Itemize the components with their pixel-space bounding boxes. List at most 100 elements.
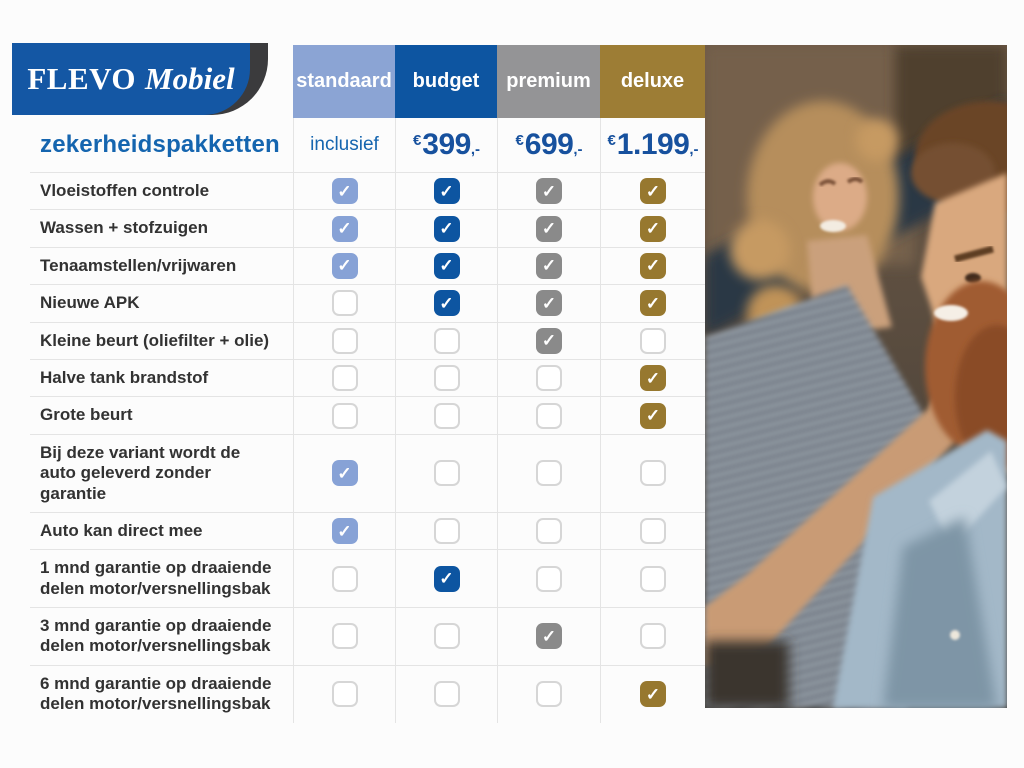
- feature-cell-standaard: ✓: [293, 246, 395, 285]
- checkbox-checked-premium-row5[interactable]: ✓: [536, 327, 562, 354]
- checkbox-checked-deluxe-row12[interactable]: ✓: [640, 681, 666, 708]
- feature-cell-premium: [497, 396, 600, 434]
- checkbox-unchecked-budget-row12[interactable]: [433, 681, 460, 708]
- package-price-deluxe: €1.199 ,-: [600, 118, 705, 172]
- checkbox-checked-deluxe-row3[interactable]: ✓: [640, 252, 666, 279]
- checkbox-unchecked-budget-row5[interactable]: [433, 327, 460, 354]
- checkbox-checked-deluxe-row2[interactable]: ✓: [640, 215, 666, 242]
- package-header-label-budget: budget: [412, 70, 480, 92]
- package-header-label-premium: premium: [506, 70, 591, 92]
- feature-cell-deluxe: [600, 321, 705, 359]
- package-header-label-standaard: standaard: [296, 70, 392, 92]
- feature-cell-premium: ✓: [497, 284, 600, 322]
- feature-cell-deluxe: ✓: [600, 664, 705, 723]
- couple-photo-illustration: [705, 45, 1007, 708]
- feature-cell-standaard: [293, 396, 395, 434]
- checkbox-checked-standaard-row8[interactable]: ✓: [331, 460, 358, 487]
- feature-label: Auto kan direct mee: [30, 511, 293, 549]
- euro-sign: €: [607, 132, 616, 149]
- feature-label: Bij deze variant wordt de auto geleverd …: [30, 433, 293, 512]
- checkbox-unchecked-premium-row10[interactable]: [536, 565, 562, 592]
- feature-cell-deluxe: ✓: [600, 209, 705, 247]
- checkbox-checked-standaard-row1[interactable]: ✓: [331, 178, 358, 205]
- checkbox-checked-deluxe-row4[interactable]: ✓: [640, 290, 666, 317]
- feature-cell-premium: [497, 664, 600, 723]
- logo-brand-text: FLEVO: [27, 61, 137, 96]
- feature-cell-budget: [395, 321, 497, 359]
- feature-cell-deluxe: [600, 607, 705, 665]
- checkbox-checked-standaard-row9[interactable]: ✓: [331, 518, 358, 545]
- feature-cell-budget: ✓: [395, 549, 497, 608]
- comparison-table: standaard budget premium deluxe zekerheidspa…: [30, 45, 705, 723]
- feature-label: Kleine beurt (oliefilter + olie): [30, 321, 293, 359]
- package-price-premium: €699 ,-: [497, 118, 600, 172]
- package-header-deluxe: deluxe: [600, 45, 705, 118]
- checkbox-unchecked-standaard-row4[interactable]: [331, 290, 358, 317]
- feature-cell-deluxe: ✓: [600, 358, 705, 397]
- price-suffix: ,-: [573, 141, 583, 158]
- checkbox-unchecked-premium-row12[interactable]: [536, 681, 562, 708]
- checkbox-unchecked-deluxe-row9[interactable]: [640, 518, 666, 545]
- checkbox-unchecked-standaard-row5[interactable]: [331, 327, 358, 354]
- checkbox-unchecked-premium-row6[interactable]: [536, 365, 562, 392]
- checkbox-checked-budget-row4[interactable]: ✓: [433, 290, 460, 317]
- feature-cell-standaard: [293, 321, 395, 359]
- feature-cell-premium: ✓: [497, 172, 600, 210]
- couple-photo: [705, 45, 1007, 708]
- feature-cell-standaard: ✓: [293, 172, 395, 210]
- checkbox-unchecked-premium-row8[interactable]: [536, 460, 562, 487]
- checkbox-unchecked-deluxe-row10[interactable]: [640, 565, 666, 592]
- checkbox-checked-standaard-row2[interactable]: ✓: [331, 215, 358, 242]
- feature-cell-budget: ✓: [395, 209, 497, 247]
- checkbox-checked-budget-row1[interactable]: ✓: [433, 178, 460, 205]
- header-spacer: [30, 45, 293, 118]
- checkbox-unchecked-deluxe-row11[interactable]: [640, 623, 666, 650]
- feature-cell-budget: [395, 664, 497, 723]
- feature-cell-deluxe: [600, 433, 705, 512]
- checkbox-unchecked-standaard-row10[interactable]: [331, 565, 358, 592]
- checkbox-checked-budget-row10[interactable]: ✓: [433, 565, 460, 592]
- checkbox-checked-premium-row2[interactable]: ✓: [536, 215, 562, 242]
- page-title: zekerheidspakketten: [40, 131, 280, 158]
- price-value-budget: €399 ,-: [413, 128, 480, 162]
- checkbox-unchecked-budget-row9[interactable]: [433, 518, 460, 545]
- checkbox-checked-standaard-row3[interactable]: ✓: [331, 252, 358, 279]
- checkbox-checked-premium-row4[interactable]: ✓: [536, 290, 562, 317]
- feature-cell-standaard: [293, 664, 395, 723]
- logo-brand-suffix-text: Mobiel: [145, 61, 235, 96]
- checkbox-checked-premium-row1[interactable]: ✓: [536, 178, 562, 205]
- checkbox-checked-deluxe-row6[interactable]: ✓: [640, 365, 666, 392]
- checkbox-unchecked-budget-row11[interactable]: [433, 623, 460, 650]
- feature-cell-premium: [497, 433, 600, 512]
- feature-cell-standaard: ✓: [293, 433, 395, 512]
- checkbox-checked-premium-row3[interactable]: ✓: [536, 252, 562, 279]
- price-amount: 1.199: [616, 128, 690, 161]
- checkbox-unchecked-budget-row7[interactable]: [433, 402, 460, 429]
- checkbox-unchecked-standaard-row11[interactable]: [331, 623, 358, 650]
- feature-cell-standaard: [293, 284, 395, 322]
- checkbox-checked-budget-row2[interactable]: ✓: [433, 215, 460, 242]
- checkbox-unchecked-budget-row6[interactable]: [433, 365, 460, 392]
- checkbox-checked-budget-row3[interactable]: ✓: [433, 252, 460, 279]
- checkbox-unchecked-premium-row7[interactable]: [536, 402, 562, 429]
- checkbox-unchecked-deluxe-row8[interactable]: [640, 460, 666, 487]
- feature-cell-premium: ✓: [497, 607, 600, 665]
- package-header-premium: premium: [497, 45, 600, 118]
- checkbox-unchecked-deluxe-row5[interactable]: [640, 327, 666, 354]
- checkbox-unchecked-premium-row9[interactable]: [536, 518, 562, 545]
- checkbox-checked-premium-row11[interactable]: ✓: [536, 623, 562, 650]
- checkbox-unchecked-standaard-row6[interactable]: [331, 365, 358, 392]
- feature-label: Grote beurt: [30, 396, 293, 433]
- checkbox-checked-deluxe-row7[interactable]: ✓: [640, 402, 666, 429]
- checkbox-unchecked-standaard-row12[interactable]: [331, 681, 358, 708]
- feature-cell-standaard: [293, 549, 395, 608]
- checkbox-checked-deluxe-row1[interactable]: ✓: [640, 178, 666, 205]
- man-figure: [833, 101, 1007, 708]
- checkbox-unchecked-standaard-row7[interactable]: [331, 402, 358, 429]
- photo-corner-shadow: [705, 641, 789, 708]
- feature-label: 3 mnd garantie op draaiende delen motor/…: [30, 607, 293, 665]
- feature-cell-standaard: [293, 607, 395, 665]
- checkbox-unchecked-budget-row8[interactable]: [433, 460, 460, 487]
- feature-label: Tenaamstellen/vrijwaren: [30, 246, 293, 284]
